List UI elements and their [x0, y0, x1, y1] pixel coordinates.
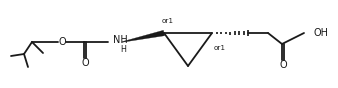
Polygon shape — [122, 30, 165, 42]
Text: or1: or1 — [214, 45, 226, 51]
Text: H: H — [120, 45, 126, 54]
Text: O: O — [58, 37, 66, 47]
Text: or1: or1 — [162, 18, 174, 24]
Text: O: O — [81, 58, 89, 68]
Text: O: O — [279, 60, 287, 70]
Text: NH: NH — [113, 35, 128, 45]
Text: OH: OH — [313, 28, 328, 38]
